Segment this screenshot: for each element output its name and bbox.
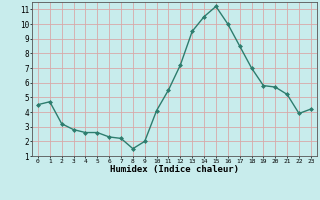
X-axis label: Humidex (Indice chaleur): Humidex (Indice chaleur) (110, 165, 239, 174)
